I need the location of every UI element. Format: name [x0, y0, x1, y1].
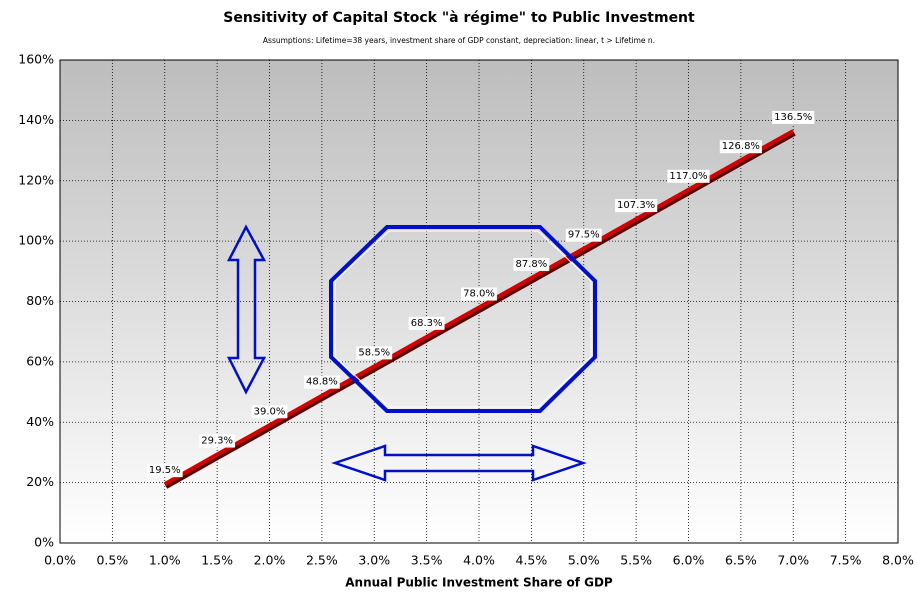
x-tick-label: 5.5% — [620, 553, 652, 568]
x-tick-label: 2.5% — [306, 553, 338, 568]
y-tick-label: 140% — [18, 112, 54, 127]
data-label: 39.0% — [254, 406, 286, 417]
x-tick-label: 1.5% — [201, 553, 233, 568]
vertical-arrow — [226, 224, 267, 395]
x-tick-label: 4.5% — [515, 553, 547, 568]
data-label: 48.8% — [306, 377, 338, 388]
y-tick-label: 60% — [26, 353, 54, 368]
data-label: 107.3% — [617, 200, 655, 211]
x-tick-label: 0.0% — [44, 553, 76, 568]
x-axis-label: Annual Public Investment Share of GDP — [345, 576, 613, 590]
data-label-box — [565, 228, 602, 242]
data-label-box — [408, 316, 445, 330]
x-tick-label: 2.0% — [254, 553, 286, 568]
horizontal-arrow — [331, 444, 587, 482]
octagon — [329, 225, 597, 413]
y-tick-label: 20% — [26, 474, 54, 489]
x-tick-label: 1.0% — [149, 553, 181, 568]
x-tick-label: 3.0% — [358, 553, 390, 568]
octagon-inner — [334, 230, 592, 408]
data-label-box — [772, 110, 815, 124]
data-label-box — [303, 375, 340, 389]
y-tick-label: 80% — [26, 293, 54, 308]
data-label: 68.3% — [411, 318, 443, 329]
annotation-shapes — [226, 224, 597, 482]
y-tick-label: 120% — [18, 172, 54, 187]
chart-title: Sensitivity of Capital Stock "à régime" … — [223, 10, 695, 26]
x-tick-label: 8.0% — [882, 553, 914, 568]
data-label-box — [615, 199, 658, 213]
data-label: 58.5% — [358, 347, 390, 358]
data-label: 78.0% — [463, 289, 495, 300]
y-tick-label: 160% — [18, 52, 54, 67]
data-label: 136.5% — [774, 112, 812, 123]
data-label: 97.5% — [568, 230, 600, 241]
plot-border — [59, 59, 899, 544]
x-tick-label: 4.0% — [463, 553, 495, 568]
data-label: 126.8% — [722, 141, 760, 152]
x-tick-label: 0.5% — [96, 553, 128, 568]
data-label-box — [199, 434, 236, 448]
x-tick-label: 3.5% — [411, 553, 443, 568]
x-tick-label: 7.5% — [830, 553, 862, 568]
data-label: 117.0% — [669, 171, 707, 182]
data-label: 19.5% — [149, 465, 181, 476]
data-label-box — [513, 257, 550, 271]
x-tick-label: 5.0% — [568, 553, 600, 568]
x-tick-label: 6.5% — [725, 553, 757, 568]
y-tick-label: 0% — [34, 535, 54, 550]
x-tick-label: 7.0% — [777, 553, 809, 568]
x-tick-label: 6.0% — [673, 553, 705, 568]
data-label-box — [461, 287, 497, 301]
y-tick-label: 100% — [18, 233, 54, 248]
chart-subtitle: Assumptions: Lifetime=38 years, investme… — [263, 36, 655, 45]
line-shadow — [164, 130, 796, 489]
data-label-box — [146, 464, 183, 478]
data-label-box — [356, 346, 393, 360]
data-label: 29.3% — [201, 436, 233, 447]
data-label-box — [251, 405, 288, 419]
data-label-box — [719, 140, 762, 154]
data-line — [163, 129, 795, 486]
y-tick-label: 40% — [26, 414, 54, 429]
data-label-box — [667, 169, 710, 183]
data-label: 87.8% — [515, 259, 547, 270]
